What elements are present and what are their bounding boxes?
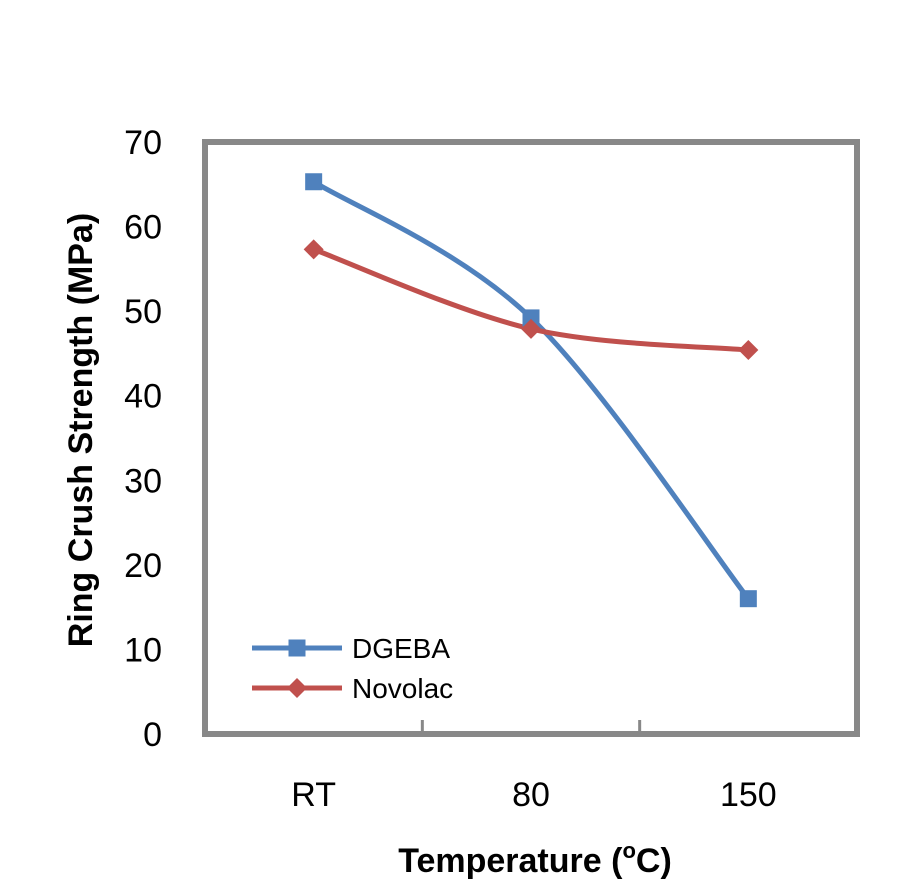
x-tick-label: 80 bbox=[512, 776, 550, 814]
data-point-novolac bbox=[738, 340, 759, 361]
data-point-novolac bbox=[303, 239, 324, 260]
x-axis-title-superscript: o bbox=[622, 838, 635, 863]
y-tick-label: 50 bbox=[124, 293, 162, 331]
x-axis-title-main: Temperature ( bbox=[398, 842, 623, 880]
legend-marker-dgeba bbox=[288, 639, 306, 657]
x-tick-label: 150 bbox=[720, 776, 777, 814]
y-tick-label: 30 bbox=[124, 462, 162, 500]
x-axis-ticks bbox=[420, 720, 642, 734]
y-tick-label: 10 bbox=[124, 631, 162, 669]
y-tick-label: 0 bbox=[143, 716, 162, 754]
data-point-dgeba bbox=[739, 590, 757, 608]
x-axis-title: Temperature (oC) bbox=[398, 838, 672, 880]
y-tick-label: 40 bbox=[124, 378, 162, 416]
series-markers bbox=[303, 173, 759, 608]
y-tick-label: 20 bbox=[124, 547, 162, 585]
data-point-novolac bbox=[521, 318, 541, 339]
legend-label-dgeba: DGEBA bbox=[352, 633, 450, 664]
y-tick-label: 70 bbox=[124, 124, 162, 162]
legend-marker-novolac bbox=[287, 678, 307, 698]
x-axis-tick-labels: RT 80 150 bbox=[291, 776, 776, 814]
legend: DGEBA Novolac bbox=[252, 633, 453, 704]
y-axis-title: Ring Crush Strength (MPa) bbox=[62, 213, 100, 647]
x-axis-title-tail: C) bbox=[636, 842, 672, 880]
data-point-dgeba bbox=[305, 173, 323, 191]
legend-label-novolac: Novolac bbox=[352, 673, 453, 704]
x-tick-label: RT bbox=[291, 776, 336, 814]
y-axis-tick-labels: 0 10 20 30 40 50 60 70 bbox=[124, 124, 162, 754]
y-tick-label: 60 bbox=[124, 209, 162, 247]
